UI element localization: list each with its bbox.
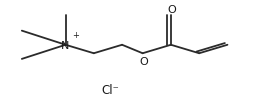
- Text: O: O: [139, 56, 148, 66]
- Text: O: O: [168, 5, 176, 15]
- Text: N: N: [61, 40, 70, 50]
- Text: +: +: [72, 31, 79, 40]
- Text: Cl⁻: Cl⁻: [102, 83, 120, 96]
